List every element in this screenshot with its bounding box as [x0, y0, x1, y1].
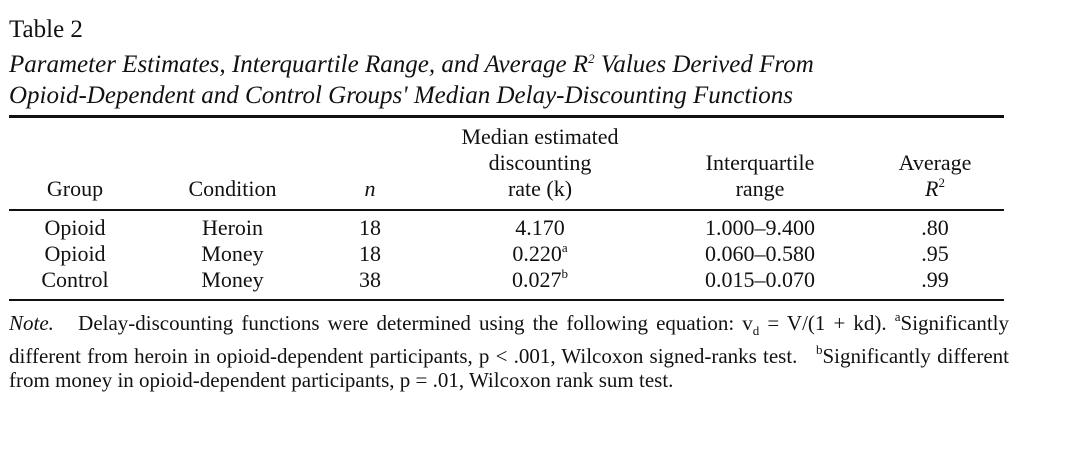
- cell-iqr: 0.060–0.580: [705, 241, 815, 266]
- header-rate-line-3: rate (k): [507, 176, 573, 201]
- top-rule: [9, 115, 1004, 118]
- cell-condition: Heroin: [201, 215, 264, 240]
- header-condition: Condition: [188, 176, 277, 201]
- cell-rate-footnote: a: [561, 240, 568, 255]
- note-footnote-b: b: [815, 341, 823, 357]
- note-label: Note.: [9, 311, 54, 335]
- cell-group: Opioid: [44, 241, 106, 266]
- cell-rate-value: 0.027: [512, 267, 562, 292]
- title-line-2: Opioid-Dependent and Control Groups' Med…: [9, 82, 793, 109]
- cell-n: 18: [359, 241, 381, 266]
- cell-rate: 0.027b: [480, 267, 600, 293]
- cell-rate-value: 0.220: [512, 241, 562, 266]
- cell-n: 38: [359, 267, 381, 292]
- note-text-1: Delay-discounting functions were determi…: [78, 311, 753, 335]
- cell-n: 18: [359, 215, 381, 240]
- cell-group: Control: [41, 267, 109, 292]
- header-group: Group: [46, 176, 104, 201]
- note-text-4: Significantly different from money in op…: [9, 343, 1010, 393]
- header-r2: Average R2: [880, 150, 990, 202]
- cell-r2: .99: [921, 267, 949, 292]
- cell-r2: .80: [921, 215, 949, 240]
- note-footnote-a: a: [894, 309, 901, 324]
- header-iqr-line-1: Interquartile: [705, 150, 815, 175]
- cell-condition: Money: [201, 267, 264, 292]
- cell-rate: 4.170: [480, 215, 600, 241]
- header-n: n: [364, 176, 376, 201]
- cell-iqr: 1.000–9.400: [705, 215, 815, 240]
- header-rule: [9, 209, 1004, 211]
- header-iqr: Interquartile range: [680, 150, 840, 202]
- cell-rate-footnote: b: [561, 266, 569, 281]
- header-r2-line-1: Average: [898, 150, 972, 175]
- note-text-3: Significantly different from heroin in o…: [9, 311, 1010, 368]
- header-r2-letter: R: [925, 176, 939, 201]
- table-note: Note. Delay-discounting functions were d…: [9, 309, 1010, 393]
- header-rate: Median estimated discounting rate (k): [430, 124, 650, 202]
- cell-group: Opioid: [44, 215, 106, 240]
- cell-rate: 0.220a: [480, 241, 600, 267]
- cell-r2: .95: [921, 241, 949, 266]
- note-text-2: = V/(1 + kd).: [759, 311, 887, 335]
- bottom-rule: [9, 299, 1004, 301]
- cell-rate-value: 4.170: [515, 215, 565, 240]
- table-label: Table 2: [9, 16, 83, 43]
- header-rate-line-1: Median estimated: [461, 124, 619, 149]
- header-rate-line-2: discounting: [488, 150, 592, 175]
- cell-iqr: 0.015–0.070: [705, 267, 815, 292]
- header-r2-line-2: R2: [880, 176, 990, 202]
- title-line-1-end: Values Derived From: [594, 51, 814, 78]
- title-superscript: 2: [588, 51, 595, 66]
- cell-condition: Money: [201, 241, 264, 266]
- header-iqr-line-2: range: [735, 176, 785, 201]
- title-line-1: Parameter Estimates, Interquartile Range…: [9, 51, 589, 78]
- header-r2-superscript: 2: [938, 175, 945, 190]
- table-title: Parameter Estimates, Interquartile Range…: [9, 49, 1009, 111]
- note-subscript-d: d: [752, 323, 760, 339]
